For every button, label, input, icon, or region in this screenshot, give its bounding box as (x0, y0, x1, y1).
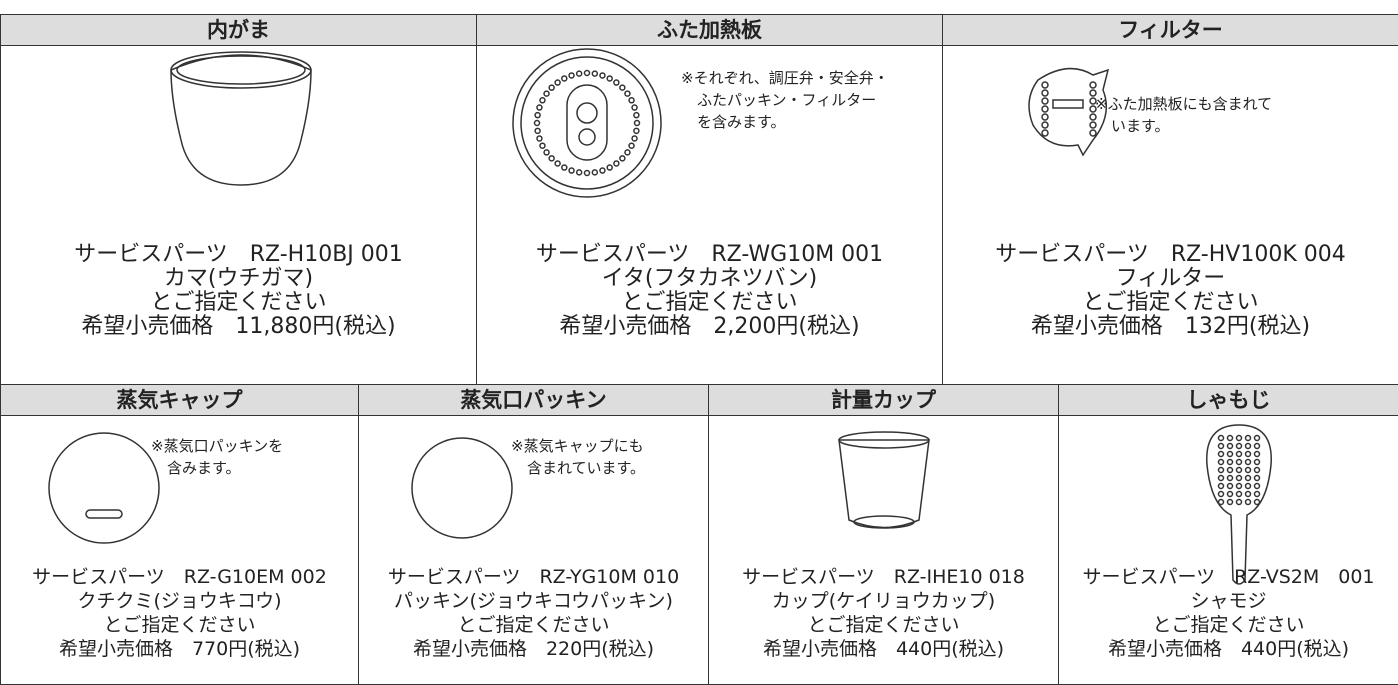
part-text: とご指定ください (103, 614, 256, 636)
part-illustration (838, 431, 930, 529)
note-line: 含まれています。 (527, 459, 646, 477)
part-text: カマ(ウチガマ) (163, 266, 314, 291)
part-text: サービスパーツ RZ-WG10M 001 (535, 242, 884, 267)
part-text: 希望小売価格 11,880円(税込) (81, 314, 396, 339)
part-header: ふた加熱板 (477, 15, 942, 46)
part-text: サービスパーツ RZ-G10EM 002 (32, 566, 327, 588)
part-text: シャモジ (1190, 590, 1267, 612)
part-note: ※それぞれ、調圧弁・安全弁・ ふたパッキン・フィルター を含みます。 (681, 67, 889, 133)
part-text: とご指定ください (621, 290, 798, 315)
part-cell: しゃもじサービスパーツ RZ-VS2M 001 シャモジ とご指定ください 希望小売価… (1058, 384, 1398, 685)
note-line: を含みます。 (697, 113, 786, 131)
part-text: 希望小売価格 132円(税込) (1030, 314, 1311, 339)
part-cell: フィルター ※ふた加熱板にも含まれています。サービスパーツ RZ-HV100K 0… (942, 14, 1398, 385)
part-text: 希望小売価格 440円(税込) (762, 638, 1005, 660)
part-text: フィルター (1115, 266, 1226, 291)
note-line: ※ふた加熱板にも含まれて (1095, 95, 1273, 113)
part-cell: ふた加熱板 ※それぞれ、調圧弁・安全弁・ ふたパッキン・フィルター を含みます。サービ… (476, 14, 943, 385)
part-text: とご指定ください (807, 614, 960, 636)
part-text: とご指定ください (1082, 290, 1259, 315)
part-header: 内がま (1, 15, 476, 46)
part-illustration (170, 51, 312, 186)
note-line: ふたパッキン・フィルター (697, 91, 877, 109)
part-text: 希望小売価格 220円(税込) (412, 638, 655, 660)
part-note: ※蒸気キャップにも含まれています。 (511, 435, 645, 479)
part-header: 蒸気キャップ (1, 385, 358, 416)
part-cell: 内がまサービスパーツ RZ-H10BJ 001 カマ(ウチガマ) とご指定ください希… (0, 14, 477, 385)
part-cell: 蒸気口パッキン ※蒸気キャップにも含まれています。サービスパーツ RZ-YG10M… (358, 384, 709, 685)
part-header: 計量カップ (709, 385, 1058, 416)
part-text: サービスパーツ RZ-VS2M 001 (1082, 566, 1375, 588)
part-text: サービスパーツ RZ-IHE10 018 (742, 566, 1025, 588)
note-line: ※それぞれ、調圧弁・安全弁・ (681, 69, 889, 87)
part-illustration (1028, 67, 1110, 157)
part-text: とご指定ください (150, 290, 327, 315)
part-text: サービスパーツ RZ-HV100K 004 (995, 242, 1346, 267)
part-cell: 計量カップサービスパーツ RZ-IHE10 018 カップ(ケイリョウカップ) とご… (708, 384, 1059, 685)
part-text: パッキン(ジョウキコウパッキン) (394, 590, 673, 612)
note-line: ※蒸気キャップにも (511, 437, 644, 455)
part-text: サービスパーツ RZ-YG10M 010 (387, 566, 680, 588)
part-text: 希望小売価格 2,200円(税込) (559, 314, 860, 339)
part-illustration (1206, 424, 1272, 585)
part-header: フィルター (943, 15, 1398, 46)
part-text: とご指定ください (1152, 614, 1305, 636)
part-illustration (411, 437, 513, 539)
part-note: ※蒸気口パッキンを含みます。 (151, 435, 283, 479)
part-note: ※ふた加熱板にも含まれています。 (1095, 93, 1272, 137)
part-cell: 蒸気キャップ ※蒸気口パッキンを含みます。サービスパーツ RZ-G10EM 002… (0, 384, 359, 685)
part-header: 蒸気口パッキン (359, 385, 708, 416)
part-text: クチクミ(ジョウキコウ) (77, 590, 282, 612)
part-header: しゃもじ (1059, 385, 1398, 416)
part-illustration (48, 432, 160, 544)
note-line: 含みます。 (167, 459, 241, 477)
part-text: サービスパーツ RZ-H10BJ 001 (74, 242, 403, 267)
part-illustration (512, 48, 662, 198)
part-text: 希望小売価格 440円(税込) (1107, 638, 1350, 660)
part-text: イタ(フタカネツバン) (601, 266, 818, 291)
note-line: ※蒸気口パッキンを (151, 437, 284, 455)
part-text: 希望小売価格 770円(税込) (58, 638, 301, 660)
part-text: とご指定ください (457, 614, 610, 636)
part-text: カップ(ケイリョウカップ) (771, 590, 996, 612)
note-line: います。 (1111, 117, 1170, 135)
